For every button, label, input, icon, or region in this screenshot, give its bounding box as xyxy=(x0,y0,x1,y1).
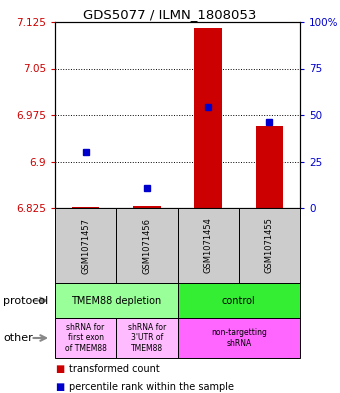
Text: GSM1071457: GSM1071457 xyxy=(81,217,90,274)
Text: GSM1071456: GSM1071456 xyxy=(142,217,151,274)
Text: ■: ■ xyxy=(55,382,64,392)
Text: protocol: protocol xyxy=(3,296,49,305)
Text: percentile rank within the sample: percentile rank within the sample xyxy=(69,382,234,392)
Bar xyxy=(72,207,99,208)
Bar xyxy=(194,28,222,208)
Text: TMEM88 depletion: TMEM88 depletion xyxy=(71,296,162,305)
Text: shRNA for
first exon
of TMEM88: shRNA for first exon of TMEM88 xyxy=(65,323,106,353)
Text: control: control xyxy=(222,296,256,305)
Bar xyxy=(256,125,283,208)
Text: ■: ■ xyxy=(55,364,64,374)
Text: GSM1071454: GSM1071454 xyxy=(204,218,212,274)
Text: GDS5077 / ILMN_1808053: GDS5077 / ILMN_1808053 xyxy=(83,8,257,21)
Text: other: other xyxy=(3,333,33,343)
Text: non-targetting
shRNA: non-targetting shRNA xyxy=(211,328,267,348)
Text: shRNA for
3'UTR of
TMEM88: shRNA for 3'UTR of TMEM88 xyxy=(128,323,166,353)
Text: GSM1071455: GSM1071455 xyxy=(265,218,274,274)
Bar xyxy=(133,206,161,208)
Text: transformed count: transformed count xyxy=(69,364,159,374)
